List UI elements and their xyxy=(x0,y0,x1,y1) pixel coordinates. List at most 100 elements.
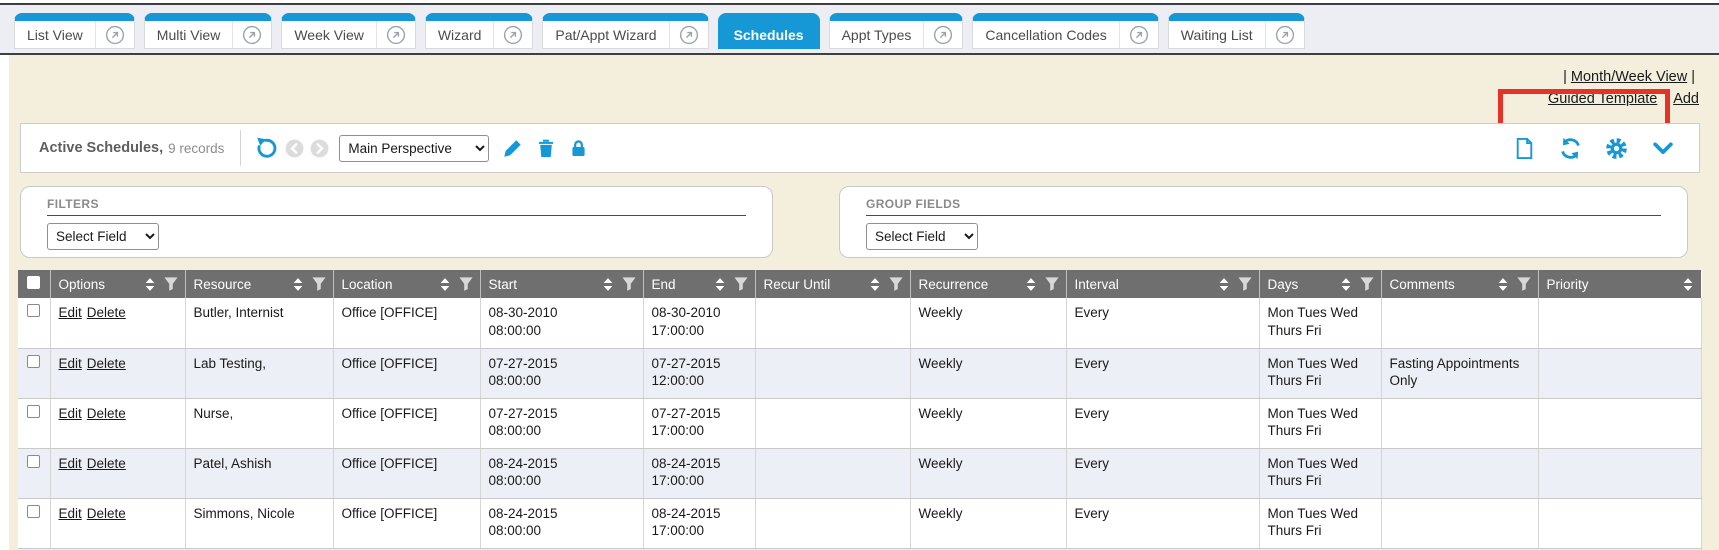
sort-icon[interactable] xyxy=(438,276,452,293)
top-border-line xyxy=(0,3,1719,5)
filter-funnel-icon[interactable] xyxy=(163,276,179,292)
tab-multi-view[interactable]: Multi View xyxy=(143,13,273,49)
undo-icon[interactable] xyxy=(255,136,279,160)
days-cell: Mon Tues Wed Thurs Fri xyxy=(1259,448,1382,499)
open-in-new-icon[interactable] xyxy=(494,25,532,45)
tab-cancellation-codes[interactable]: Cancellation Codes xyxy=(972,13,1159,49)
sort-icon[interactable] xyxy=(868,276,882,293)
start-cell: 07-27-2015 08:00:00 xyxy=(480,348,644,399)
filters-field-select[interactable]: Select Field xyxy=(47,223,159,250)
tab-bar: List View Multi View Week View Wizard Pa… xyxy=(0,5,1719,53)
column-header-location: Location xyxy=(333,270,481,298)
delete-link[interactable]: Delete xyxy=(86,405,126,421)
sort-icon[interactable] xyxy=(713,276,727,293)
open-in-new-icon[interactable] xyxy=(377,25,415,45)
previous-perspective-icon[interactable] xyxy=(285,139,304,158)
tab-schedules-active[interactable]: Schedules xyxy=(717,13,820,49)
delete-link[interactable]: Delete xyxy=(86,455,126,471)
comments-cell xyxy=(1381,448,1539,499)
row-checkbox[interactable] xyxy=(27,504,41,518)
row-checkbox[interactable] xyxy=(27,354,41,368)
edit-perspective-icon[interactable] xyxy=(502,138,523,159)
delete-link[interactable]: Delete xyxy=(86,355,126,371)
open-in-new-icon[interactable] xyxy=(1266,25,1304,45)
tab-week-view[interactable]: Week View xyxy=(281,13,416,49)
filter-funnel-icon[interactable] xyxy=(733,276,749,292)
collapse-chevron-icon[interactable] xyxy=(1651,137,1675,160)
tab-label: Week View xyxy=(294,26,364,43)
tab-wizard[interactable]: Wizard xyxy=(424,13,534,49)
sort-icon[interactable] xyxy=(1681,276,1695,293)
perspective-select[interactable]: Main Perspective xyxy=(339,134,490,162)
month-week-view-link[interactable]: Month/Week View xyxy=(1570,69,1688,85)
sort-icon[interactable] xyxy=(143,276,157,293)
comments-cell xyxy=(1381,298,1539,349)
tab-label: List View xyxy=(27,26,83,43)
delete-link[interactable]: Delete xyxy=(86,505,126,521)
left-gutter xyxy=(0,55,9,550)
delete-perspective-icon[interactable] xyxy=(536,138,556,159)
priority-cell xyxy=(1538,448,1702,499)
filter-funnel-icon[interactable] xyxy=(1044,276,1060,292)
recur-until-cell xyxy=(755,348,911,399)
location-cell: Office [OFFICE] xyxy=(333,398,481,449)
edit-link[interactable]: Edit xyxy=(58,505,82,521)
sort-icon[interactable] xyxy=(291,276,305,293)
open-in-new-icon[interactable] xyxy=(96,25,134,45)
pipe-separator: | xyxy=(1665,91,1670,107)
open-in-new-icon[interactable] xyxy=(924,25,962,45)
filter-funnel-icon[interactable] xyxy=(888,276,904,292)
row-checkbox[interactable] xyxy=(27,454,41,468)
filter-funnel-icon[interactable] xyxy=(311,276,327,292)
tab-label: Waiting List xyxy=(1180,26,1253,43)
tab-pat-appt-wizard[interactable]: Pat/Appt Wizard xyxy=(542,13,709,49)
filter-funnel-icon[interactable] xyxy=(1516,276,1532,292)
sort-icon[interactable] xyxy=(1339,276,1353,293)
guided-template-link[interactable]: Guided Template xyxy=(1548,91,1658,107)
sort-icon[interactable] xyxy=(1024,276,1038,293)
sort-icon[interactable] xyxy=(1496,276,1510,293)
sort-icon[interactable] xyxy=(601,276,615,293)
tab-appt-types[interactable]: Appt Types xyxy=(828,13,964,49)
priority-cell xyxy=(1538,398,1702,449)
sort-icon[interactable] xyxy=(1217,276,1231,293)
refresh-icon[interactable] xyxy=(1559,137,1582,160)
column-header-options: Options xyxy=(50,270,186,298)
settings-gear-icon[interactable] xyxy=(1605,137,1628,160)
filter-funnel-icon[interactable] xyxy=(621,276,637,292)
start-cell: 08-30-2010 08:00:00 xyxy=(480,298,644,349)
lock-icon[interactable] xyxy=(569,138,588,158)
open-in-new-icon[interactable] xyxy=(1120,25,1158,45)
tab-label: Schedules xyxy=(733,26,804,43)
days-cell: Mon Tues Wed Thurs Fri xyxy=(1259,498,1382,549)
edit-link[interactable]: Edit xyxy=(58,405,82,421)
open-in-new-icon[interactable] xyxy=(233,25,271,45)
recurrence-cell: Weekly xyxy=(910,398,1067,449)
pipe-separator: | xyxy=(1691,69,1695,85)
filter-funnel-icon[interactable] xyxy=(458,276,474,292)
filter-funnel-icon[interactable] xyxy=(1359,276,1375,292)
location-cell: Office [OFFICE] xyxy=(333,298,481,349)
tab-list-view[interactable]: List View xyxy=(14,13,135,49)
row-checkbox[interactable] xyxy=(27,304,41,317)
group-fields-panel: GROUP FIELDS Select Field xyxy=(839,186,1688,258)
new-document-icon[interactable] xyxy=(1513,137,1536,160)
resource-cell: Nurse, xyxy=(185,398,334,449)
edit-link[interactable]: Edit xyxy=(58,305,82,320)
delete-link[interactable]: Delete xyxy=(86,305,126,320)
location-cell: Office [OFFICE] xyxy=(333,498,481,549)
add-link[interactable]: Add xyxy=(1673,91,1699,107)
row-checkbox[interactable] xyxy=(27,404,41,418)
filter-funnel-icon[interactable] xyxy=(1237,276,1253,292)
tab-waiting-list[interactable]: Waiting List xyxy=(1167,13,1305,49)
tabbar-bottom-line xyxy=(0,53,1719,55)
days-cell: Mon Tues Wed Thurs Fri xyxy=(1259,398,1382,449)
next-perspective-icon[interactable] xyxy=(310,139,329,158)
group-field-select[interactable]: Select Field xyxy=(866,223,978,250)
column-header-interval: Interval xyxy=(1066,270,1260,298)
select-all-checkbox[interactable] xyxy=(27,276,41,289)
edit-link[interactable]: Edit xyxy=(58,355,82,371)
open-in-new-icon[interactable] xyxy=(670,25,708,45)
comments-cell xyxy=(1381,498,1539,549)
edit-link[interactable]: Edit xyxy=(58,455,82,471)
